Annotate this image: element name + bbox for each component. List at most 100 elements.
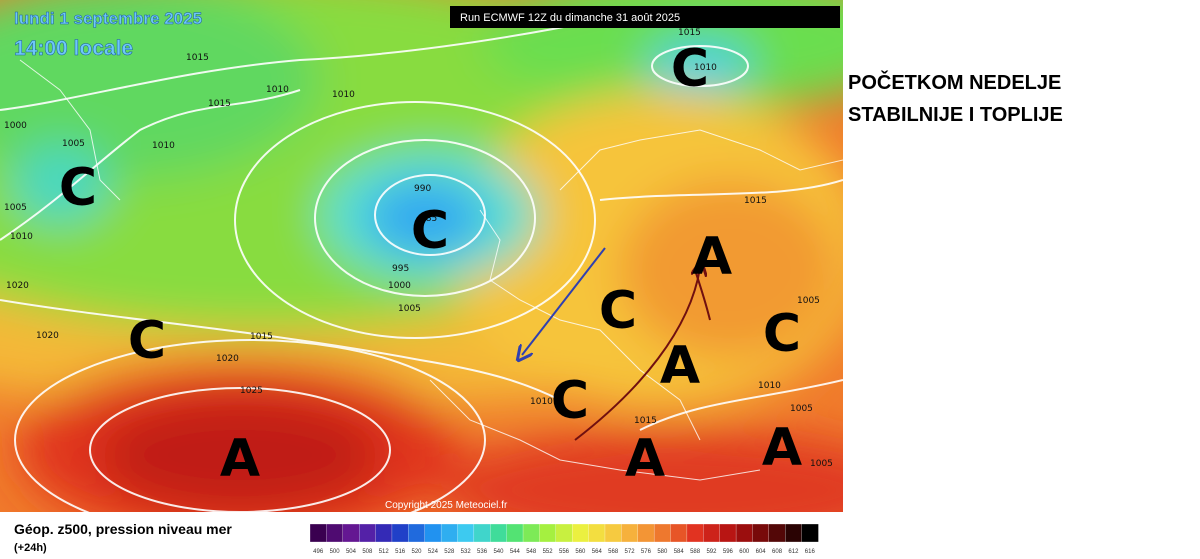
colorbar-swatch — [326, 523, 344, 543]
colorbar-label: 520 — [412, 549, 423, 555]
map: 1015 1010 1015 1010 1000 1005 1010 1005 1010 990 9… — [0, 0, 843, 512]
colorbar-swatch — [342, 523, 360, 543]
isobar-label: 1000 — [388, 281, 411, 291]
colorbar-swatch — [588, 523, 606, 543]
run: Run ECMWF 12Z du dimanche 31 août 2025 — [460, 12, 680, 24]
isobar-label: 1015 — [744, 196, 767, 206]
colorbar-label: 556 — [559, 549, 570, 555]
isobar-label: 1015 — [634, 416, 657, 426]
colorbar-label: 532 — [461, 549, 472, 555]
pressure-system: C — [671, 39, 709, 99]
colorbar-label: 584 — [674, 549, 685, 555]
isobar-label: 995 — [392, 264, 409, 274]
colorbar-label: 548 — [526, 549, 537, 555]
colorbar-label: 560 — [575, 549, 586, 555]
colorbar-label: 524 — [428, 549, 439, 555]
colorbar-swatch — [457, 523, 475, 543]
colorbar-label: 608 — [772, 549, 783, 555]
isobar-label: 1015 — [186, 53, 209, 63]
isobar-label: 1020 — [36, 331, 59, 341]
time: 14:00 locale — [14, 37, 133, 60]
colorbar-label: 512 — [379, 549, 390, 555]
legend-subtitle: (+24h) — [14, 542, 47, 554]
pressure-system: A — [660, 336, 700, 396]
annotation-line: POČETKOM NEDELJE — [848, 70, 1061, 94]
isobar-label: 1005 — [398, 304, 421, 314]
colorbar-swatch — [391, 523, 409, 543]
isobar-label: 1000 — [4, 121, 27, 131]
colorbar-label: 616 — [805, 549, 816, 555]
colorbar-swatch — [375, 523, 393, 543]
colorbar-label: 596 — [723, 549, 734, 555]
isobar-label: 1010 — [758, 381, 781, 391]
isobar-label: 990 — [414, 184, 431, 194]
colorbar-swatch — [719, 523, 737, 543]
pressure-system: C — [599, 281, 637, 341]
colorbar-swatch — [440, 523, 459, 543]
legend-title: Géop. z500, pression niveau mer — [14, 521, 232, 537]
isobar-label: 1005 — [790, 404, 813, 414]
colorbar-label: 612 — [788, 549, 799, 555]
colorbar-swatch — [735, 523, 754, 543]
isobar-label: 1020 — [216, 354, 239, 364]
colorbar-label: 588 — [690, 549, 701, 555]
isobar-label: 1010 — [530, 397, 553, 407]
colorbar-label: 572 — [625, 549, 636, 555]
colorbar-swatch — [604, 523, 623, 543]
colorbar-label: 592 — [706, 549, 717, 555]
isobar-label: 1015 — [208, 99, 231, 109]
pressure-system: A — [220, 429, 260, 489]
isobar-label: 1005 — [810, 459, 833, 469]
colorbar-swatch — [621, 523, 639, 543]
colorbar-swatch — [506, 523, 524, 543]
isobar-label: 1005 — [797, 296, 820, 306]
isobar-label: 1005 — [4, 203, 27, 213]
colorbar-swatch — [785, 523, 803, 543]
isobar-label: 1010 — [152, 141, 175, 151]
pressure-system: A — [625, 429, 665, 489]
colorbar-label: 600 — [739, 549, 750, 555]
colorbar-label: 516 — [395, 549, 406, 555]
colorbar-label: 536 — [477, 549, 488, 555]
colorbar-label: 568 — [608, 549, 619, 555]
colorbar-swatch — [670, 523, 688, 543]
pressure-system: C — [59, 158, 97, 218]
colorbar-label: 580 — [657, 549, 668, 555]
colorbar-swatch — [572, 523, 590, 543]
colorbar-swatch — [522, 523, 541, 543]
colorbar-label: 576 — [641, 549, 652, 555]
colorbar-swatch — [539, 523, 557, 543]
colorbar-label: 540 — [493, 549, 504, 555]
colorbar-label: 508 — [362, 549, 373, 555]
pressure-system: A — [762, 418, 802, 478]
pressure-system: C — [763, 304, 801, 364]
colorbar-label: 544 — [510, 549, 521, 555]
isobar-label: 1015 — [678, 28, 701, 38]
isobar-labels: 1015 1010 1015 1010 1000 1005 1010 1005 1010 990 9… — [4, 28, 833, 469]
colorbar-swatch — [309, 523, 328, 543]
pressure-system: A — [692, 227, 732, 287]
colorbar-label: 552 — [543, 549, 554, 555]
isobar-label: 1010 — [332, 90, 355, 100]
colorbar-swatch — [473, 523, 491, 543]
colorbar-swatch — [686, 523, 704, 543]
isobar-label: 1025 — [240, 386, 263, 396]
colorbar: 496 500 504 508 512 516 520 524 528 532 536 540 544 5… — [309, 523, 819, 555]
colorbar-swatch — [555, 523, 573, 543]
colorbar-label: 604 — [756, 549, 767, 555]
colorbar-swatch — [637, 523, 655, 543]
isobar-label: 1010 — [266, 85, 289, 95]
run-bar — [450, 6, 840, 28]
annotation-line: STABILNIJE I TOPLIJE — [848, 104, 1063, 126]
colorbar-swatch — [752, 523, 770, 543]
isobar-label: 1005 — [62, 139, 85, 149]
date: lundi 1 septembre 2025 — [14, 9, 202, 28]
colorbar-swatch — [801, 523, 819, 543]
copyright: Copyright 2025 Meteociel.fr — [385, 500, 508, 511]
isobar-label: 985 — [420, 214, 437, 224]
isobar-label: 1010 — [10, 232, 33, 242]
isobar-label: 1020 — [6, 281, 29, 291]
